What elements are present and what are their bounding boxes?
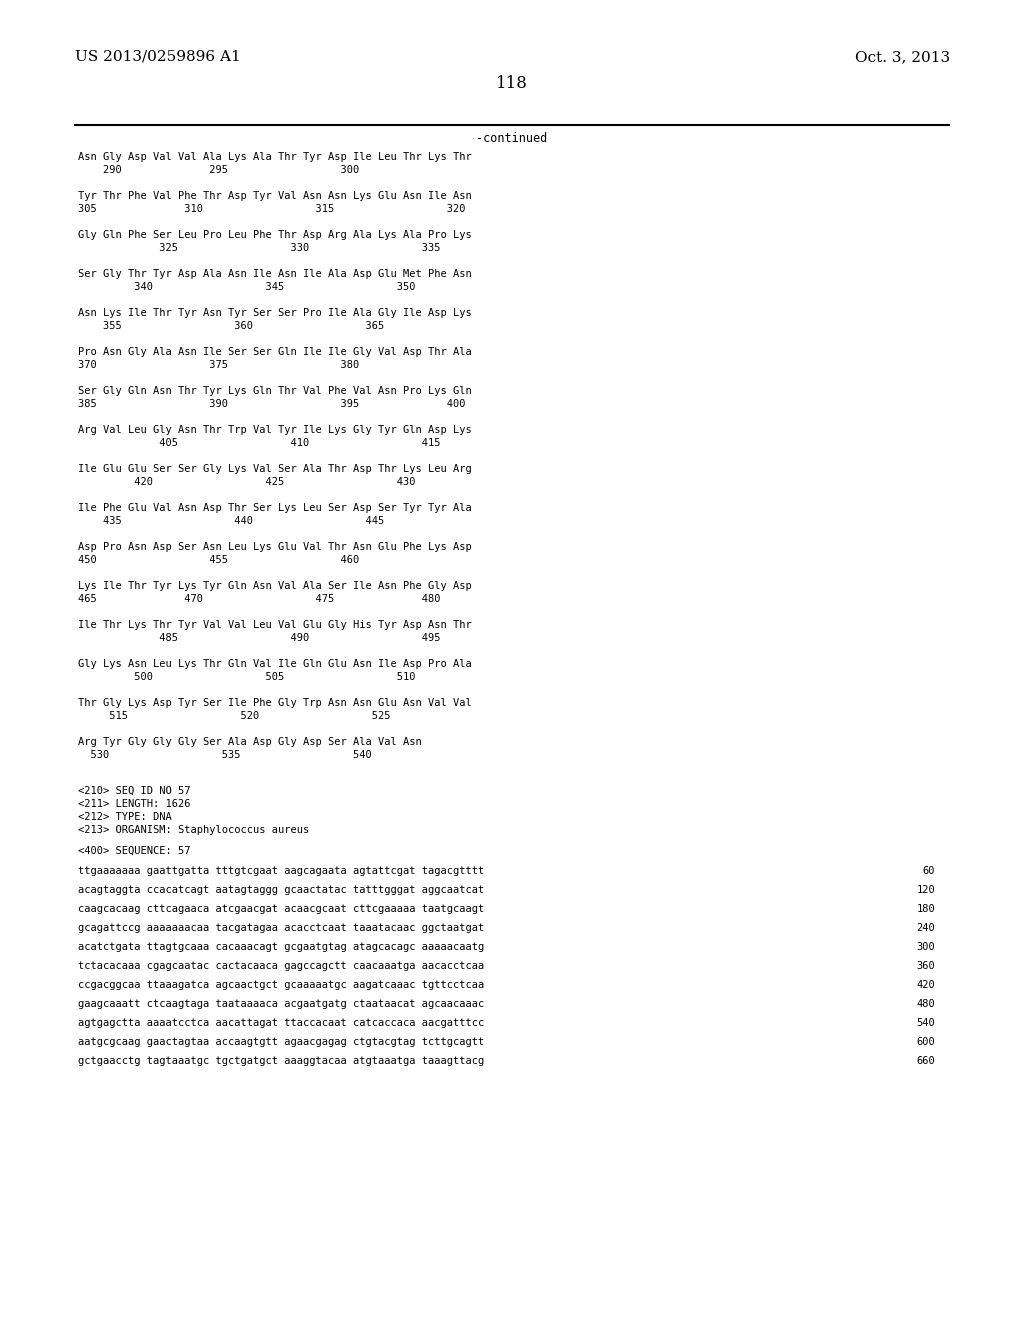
Text: 290              295                  300: 290 295 300 xyxy=(78,165,359,176)
Text: 118: 118 xyxy=(496,75,528,92)
Text: Asn Lys Ile Thr Tyr Asn Tyr Ser Ser Pro Ile Ala Gly Ile Asp Lys: Asn Lys Ile Thr Tyr Asn Tyr Ser Ser Pro … xyxy=(78,308,472,318)
Text: 355                  360                  365: 355 360 365 xyxy=(78,321,384,331)
Text: 405                  410                  415: 405 410 415 xyxy=(78,438,440,447)
Text: 240: 240 xyxy=(916,923,935,933)
Text: caagcacaag cttcagaaca atcgaacgat acaacgcaat cttcgaaaaa taatgcaagt: caagcacaag cttcagaaca atcgaacgat acaacgc… xyxy=(78,904,484,913)
Text: 485                  490                  495: 485 490 495 xyxy=(78,634,440,643)
Text: 60: 60 xyxy=(923,866,935,876)
Text: <212> TYPE: DNA: <212> TYPE: DNA xyxy=(78,812,172,822)
Text: Thr Gly Lys Asp Tyr Ser Ile Phe Gly Trp Asn Asn Glu Asn Val Val: Thr Gly Lys Asp Tyr Ser Ile Phe Gly Trp … xyxy=(78,698,472,708)
Text: <210> SEQ ID NO 57: <210> SEQ ID NO 57 xyxy=(78,785,190,796)
Text: 660: 660 xyxy=(916,1056,935,1067)
Text: 515                  520                  525: 515 520 525 xyxy=(78,711,390,721)
Text: Ser Gly Gln Asn Thr Tyr Lys Gln Thr Val Phe Val Asn Pro Lys Gln: Ser Gly Gln Asn Thr Tyr Lys Gln Thr Val … xyxy=(78,385,472,396)
Text: Asp Pro Asn Asp Ser Asn Leu Lys Glu Val Thr Asn Glu Phe Lys Asp: Asp Pro Asn Asp Ser Asn Leu Lys Glu Val … xyxy=(78,543,472,552)
Text: Arg Tyr Gly Gly Gly Ser Ala Asp Gly Asp Ser Ala Val Asn: Arg Tyr Gly Gly Gly Ser Ala Asp Gly Asp … xyxy=(78,737,422,747)
Text: Ser Gly Thr Tyr Asp Ala Asn Ile Asn Ile Ala Asp Glu Met Phe Asn: Ser Gly Thr Tyr Asp Ala Asn Ile Asn Ile … xyxy=(78,269,472,279)
Text: 435                  440                  445: 435 440 445 xyxy=(78,516,384,525)
Text: 420                  425                  430: 420 425 430 xyxy=(78,477,416,487)
Text: acatctgata ttagtgcaaa cacaaacagt gcgaatgtag atagcacagc aaaaacaatg: acatctgata ttagtgcaaa cacaaacagt gcgaatg… xyxy=(78,942,484,952)
Text: Ile Thr Lys Thr Tyr Val Val Leu Val Glu Gly His Tyr Asp Asn Thr: Ile Thr Lys Thr Tyr Val Val Leu Val Glu … xyxy=(78,620,472,630)
Text: Tyr Thr Phe Val Phe Thr Asp Tyr Val Asn Asn Lys Glu Asn Ile Asn: Tyr Thr Phe Val Phe Thr Asp Tyr Val Asn … xyxy=(78,191,472,201)
Text: ccgacggcaa ttaaagatca agcaactgct gcaaaaatgc aagatcaaac tgttcctcaa: ccgacggcaa ttaaagatca agcaactgct gcaaaaa… xyxy=(78,979,484,990)
Text: Pro Asn Gly Ala Asn Ile Ser Ser Gln Ile Ile Gly Val Asp Thr Ala: Pro Asn Gly Ala Asn Ile Ser Ser Gln Ile … xyxy=(78,347,472,356)
Text: Oct. 3, 2013: Oct. 3, 2013 xyxy=(855,50,950,63)
Text: acagtaggta ccacatcagt aatagtaggg gcaactatac tatttgggat aggcaatcat: acagtaggta ccacatcagt aatagtaggg gcaacta… xyxy=(78,884,484,895)
Text: 500                  505                  510: 500 505 510 xyxy=(78,672,416,682)
Text: 360: 360 xyxy=(916,961,935,972)
Text: gctgaacctg tagtaaatgc tgctgatgct aaaggtacaa atgtaaatga taaagttacg: gctgaacctg tagtaaatgc tgctgatgct aaaggta… xyxy=(78,1056,484,1067)
Text: aatgcgcaag gaactagtaa accaagtgtt agaacgagag ctgtacgtag tcttgcagtt: aatgcgcaag gaactagtaa accaagtgtt agaacga… xyxy=(78,1038,484,1047)
Text: 300: 300 xyxy=(916,942,935,952)
Text: Arg Val Leu Gly Asn Thr Trp Val Tyr Ile Lys Gly Tyr Gln Asp Lys: Arg Val Leu Gly Asn Thr Trp Val Tyr Ile … xyxy=(78,425,472,436)
Text: Gly Lys Asn Leu Lys Thr Gln Val Ile Gln Glu Asn Ile Asp Pro Ala: Gly Lys Asn Leu Lys Thr Gln Val Ile Gln … xyxy=(78,659,472,669)
Text: 540: 540 xyxy=(916,1018,935,1028)
Text: 340                  345                  350: 340 345 350 xyxy=(78,282,416,292)
Text: 530                  535                  540: 530 535 540 xyxy=(78,750,372,760)
Text: 600: 600 xyxy=(916,1038,935,1047)
Text: agtgagctta aaaatcctca aacattagat ttaccacaat catcaccaca aacgatttcc: agtgagctta aaaatcctca aacattagat ttaccac… xyxy=(78,1018,484,1028)
Text: 420: 420 xyxy=(916,979,935,990)
Text: Gly Gln Phe Ser Leu Pro Leu Phe Thr Asp Arg Ala Lys Ala Pro Lys: Gly Gln Phe Ser Leu Pro Leu Phe Thr Asp … xyxy=(78,230,472,240)
Text: 370                  375                  380: 370 375 380 xyxy=(78,360,359,370)
Text: <213> ORGANISM: Staphylococcus aureus: <213> ORGANISM: Staphylococcus aureus xyxy=(78,825,309,836)
Text: Ile Glu Glu Ser Ser Gly Lys Val Ser Ala Thr Asp Thr Lys Leu Arg: Ile Glu Glu Ser Ser Gly Lys Val Ser Ala … xyxy=(78,465,472,474)
Text: 480: 480 xyxy=(916,999,935,1008)
Text: 120: 120 xyxy=(916,884,935,895)
Text: ttgaaaaaaa gaattgatta tttgtcgaat aagcagaata agtattcgat tagacgtttt: ttgaaaaaaa gaattgatta tttgtcgaat aagcaga… xyxy=(78,866,484,876)
Text: Asn Gly Asp Val Val Ala Lys Ala Thr Tyr Asp Ile Leu Thr Lys Thr: Asn Gly Asp Val Val Ala Lys Ala Thr Tyr … xyxy=(78,152,472,162)
Text: Lys Ile Thr Tyr Lys Tyr Gln Asn Val Ala Ser Ile Asn Phe Gly Asp: Lys Ile Thr Tyr Lys Tyr Gln Asn Val Ala … xyxy=(78,581,472,591)
Text: <211> LENGTH: 1626: <211> LENGTH: 1626 xyxy=(78,799,190,809)
Text: gaagcaaatt ctcaagtaga taataaaaca acgaatgatg ctaataacat agcaacaaac: gaagcaaatt ctcaagtaga taataaaaca acgaatg… xyxy=(78,999,484,1008)
Text: -continued: -continued xyxy=(476,132,548,145)
Text: Ile Phe Glu Val Asn Asp Thr Ser Lys Leu Ser Asp Ser Tyr Tyr Ala: Ile Phe Glu Val Asn Asp Thr Ser Lys Leu … xyxy=(78,503,472,513)
Text: 305              310                  315                  320: 305 310 315 320 xyxy=(78,205,466,214)
Text: 450                  455                  460: 450 455 460 xyxy=(78,554,359,565)
Text: <400> SEQUENCE: 57: <400> SEQUENCE: 57 xyxy=(78,846,190,855)
Text: gcagattccg aaaaaaacaa tacgatagaa acacctcaat taaatacaac ggctaatgat: gcagattccg aaaaaaacaa tacgatagaa acacctc… xyxy=(78,923,484,933)
Text: 385                  390                  395              400: 385 390 395 400 xyxy=(78,399,466,409)
Text: 325                  330                  335: 325 330 335 xyxy=(78,243,440,253)
Text: US 2013/0259896 A1: US 2013/0259896 A1 xyxy=(75,50,241,63)
Text: tctacacaaa cgagcaatac cactacaaca gagccagctt caacaaatga aacacctcaa: tctacacaaa cgagcaatac cactacaaca gagccag… xyxy=(78,961,484,972)
Text: 180: 180 xyxy=(916,904,935,913)
Text: 465              470                  475              480: 465 470 475 480 xyxy=(78,594,440,605)
